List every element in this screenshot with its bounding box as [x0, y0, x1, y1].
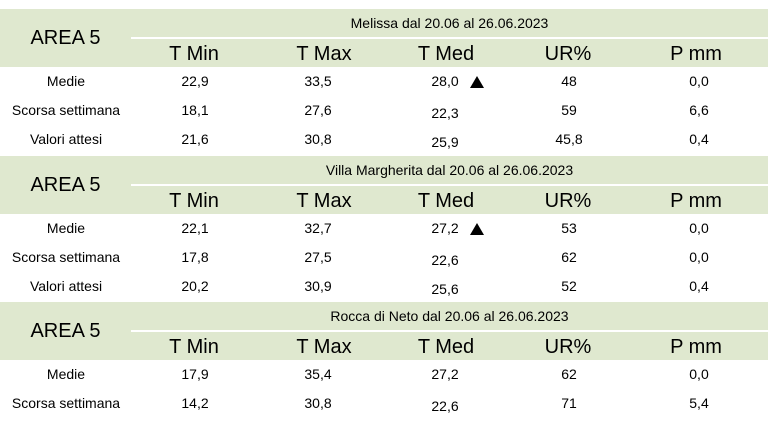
- cell-ur: 62: [561, 249, 577, 265]
- cell-pmm: 0,4: [689, 131, 709, 147]
- row-label: Medie: [46, 220, 86, 236]
- cell-pmm: 0,4: [689, 278, 709, 294]
- cell-tmed: 22,6: [431, 398, 459, 414]
- station-title: Rocca di Neto dal 20.06 al 26.06.2023: [131, 302, 768, 330]
- cell-tmin: 17,8: [181, 249, 209, 265]
- column-header-ur: UR%: [544, 43, 592, 65]
- cell-tmed: 22,6: [431, 252, 459, 268]
- cell-tmax: 30,9: [304, 278, 332, 294]
- row-label: Valori attesi: [29, 278, 103, 294]
- column-header-pmm: P mm: [670, 336, 722, 358]
- up-triangle-icon: [470, 223, 484, 235]
- station-title: Melissa dal 20.06 al 26.06.2023: [131, 9, 768, 37]
- cell-tmed: 28,0: [431, 73, 459, 89]
- row-label: Medie: [46, 73, 86, 89]
- cell-tmax: 30,8: [304, 395, 332, 411]
- table-row: Valori attesi 21,6 30,8 25,9 45,8 0,4: [0, 125, 768, 154]
- column-header-pmm: P mm: [670, 190, 722, 212]
- column-header-tmax: T Max: [296, 190, 352, 212]
- column-header-tmed: T Med: [417, 43, 475, 65]
- cell-tmax: 30,8: [304, 131, 332, 147]
- cell-tmin: 18,1: [181, 102, 209, 118]
- column-header-row: T Min T Max T Med UR% P mm: [131, 185, 768, 214]
- row-label: Valori attesi: [29, 131, 103, 147]
- column-header-tmin: T Min: [169, 190, 219, 212]
- station-title: Villa Margherita dal 20.06 al 26.06.2023: [131, 156, 768, 184]
- cell-tmin: 22,1: [181, 220, 209, 236]
- cell-tmin: 22,9: [181, 73, 209, 89]
- column-header-tmin: T Min: [169, 336, 219, 358]
- cell-ur: 52: [561, 278, 577, 294]
- cell-pmm: 0,0: [689, 249, 709, 265]
- cell-tmax: 35,4: [304, 366, 332, 382]
- cell-ur: 53: [561, 220, 577, 236]
- cell-ur: 45,8: [555, 131, 583, 147]
- cell-ur: 48: [561, 73, 577, 89]
- column-header-tmed: T Med: [417, 190, 475, 212]
- cell-pmm: 6,6: [689, 102, 709, 118]
- table-row: Medie 22,1 32,7 27,2 53 0,0: [0, 214, 768, 243]
- column-header-row: T Min T Max T Med UR% P mm: [131, 331, 768, 360]
- column-header-tmed: T Med: [417, 336, 475, 358]
- row-label: Scorsa settimana: [11, 395, 121, 411]
- table-row: Valori attesi 20,2 30,9 25,6 52 0,4: [0, 272, 768, 301]
- cell-pmm: 0,0: [689, 73, 709, 89]
- cell-tmax: 27,5: [304, 249, 332, 265]
- area-label: AREA 5: [0, 302, 131, 360]
- column-header-ur: UR%: [544, 336, 592, 358]
- cell-tmed: 27,2: [431, 220, 459, 236]
- column-header-ur: UR%: [544, 190, 592, 212]
- cell-tmin: 14,2: [181, 395, 209, 411]
- cell-tmin: 20,2: [181, 278, 209, 294]
- cell-tmax: 33,5: [304, 73, 332, 89]
- cell-tmed: 25,9: [431, 134, 459, 150]
- column-header-tmin: T Min: [169, 43, 219, 65]
- row-label: Scorsa settimana: [11, 249, 121, 265]
- table-row: Medie 17,9 35,4 27,2 62 0,0: [0, 360, 768, 389]
- cell-pmm: 0,0: [689, 220, 709, 236]
- cell-tmin: 17,9: [181, 366, 209, 382]
- table-row: Scorsa settimana 18,1 27,6 22,3 59 6,6: [0, 96, 768, 125]
- table-row: Scorsa settimana 17,8 27,5 22,6 62 0,0: [0, 243, 768, 272]
- cell-tmed: 25,6: [431, 281, 459, 297]
- column-header-tmax: T Max: [296, 43, 352, 65]
- column-header-row: T Min T Max T Med UR% P mm: [131, 38, 768, 67]
- cell-tmax: 32,7: [304, 220, 332, 236]
- cell-pmm: 5,4: [689, 395, 709, 411]
- column-header-pmm: P mm: [670, 43, 722, 65]
- table-row: Scorsa settimana 14,2 30,8 22,6 71 5,4: [0, 389, 768, 418]
- up-triangle-icon: [470, 76, 484, 88]
- cell-tmed: 27,2: [431, 366, 459, 382]
- cell-ur: 71: [561, 395, 577, 411]
- cell-tmin: 21,6: [181, 131, 209, 147]
- cell-tmax: 27,6: [304, 102, 332, 118]
- area-label: AREA 5: [0, 156, 131, 214]
- table-row: Medie 22,9 33,5 28,0 48 0,0: [0, 67, 768, 96]
- area-label: AREA 5: [0, 9, 131, 67]
- cell-tmed: 22,3: [431, 105, 459, 121]
- row-label: Scorsa settimana: [11, 102, 121, 118]
- cell-ur: 62: [561, 366, 577, 382]
- column-header-tmax: T Max: [296, 336, 352, 358]
- cell-pmm: 0,0: [689, 366, 709, 382]
- cell-ur: 59: [561, 102, 577, 118]
- row-label: Medie: [46, 366, 86, 382]
